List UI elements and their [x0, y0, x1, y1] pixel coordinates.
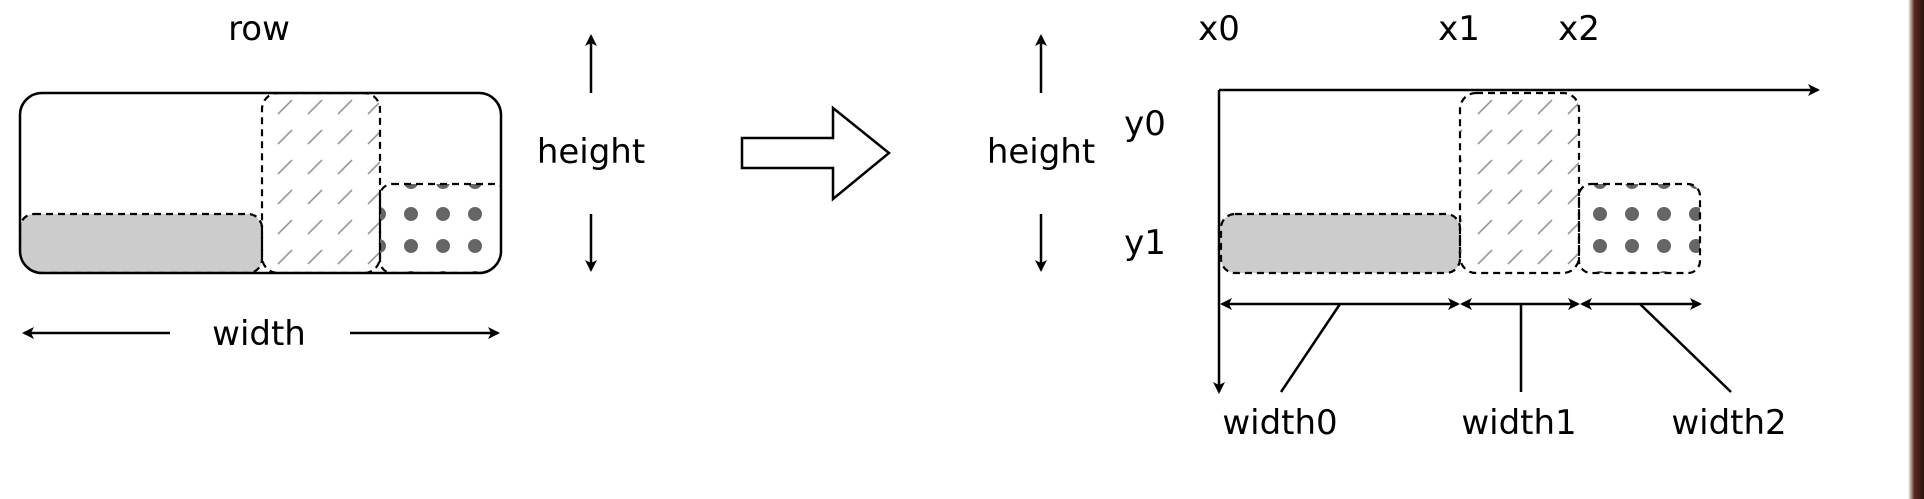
width0-leader [1279, 303, 1342, 393]
row-diagram: row height width [18, 9, 645, 354]
x0-label: x0 [1198, 9, 1240, 49]
width1-label: width1 [1461, 403, 1576, 443]
row-block-dotted [378, 182, 501, 273]
block-hatched [1458, 91, 1581, 275]
block-gray [1219, 212, 1462, 275]
transform-arrow-icon [740, 105, 891, 202]
row-outline [18, 91, 503, 275]
coordinate-diagram: height x0 x1 x2 y0 y1 width0 width1 widt… [987, 9, 1820, 443]
y0-label: y0 [1124, 104, 1166, 144]
width2-label: width2 [1671, 403, 1786, 443]
width2-leader [1639, 303, 1732, 393]
height-label-right: height [987, 132, 1095, 172]
row-block-gray [20, 212, 264, 273]
row-label: row [228, 9, 290, 49]
right-edge-bar [1908, 0, 1924, 499]
block-dotted [1577, 182, 1702, 275]
height-label-left: height [537, 132, 645, 172]
width0-label: width0 [1222, 403, 1337, 443]
x2-label: x2 [1558, 9, 1600, 49]
row-block-hatched [260, 93, 382, 273]
y1-label: y1 [1124, 223, 1166, 263]
width-label: width [212, 314, 306, 354]
x1-label: x1 [1438, 9, 1480, 49]
